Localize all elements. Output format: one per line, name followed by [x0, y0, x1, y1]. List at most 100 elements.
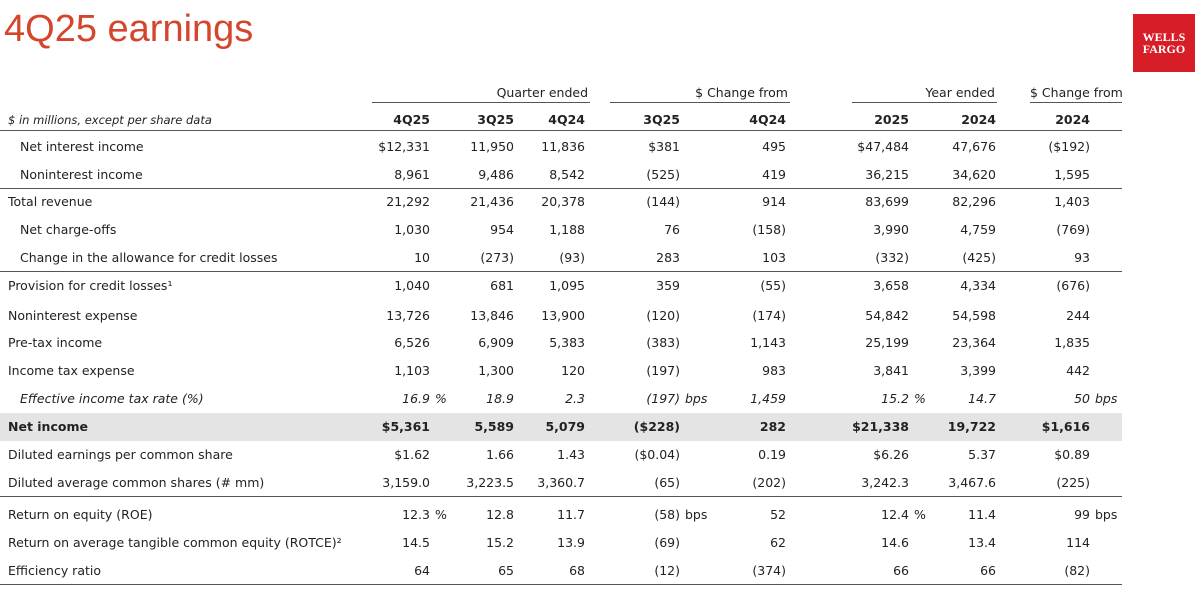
cell-unit: bps	[1095, 391, 1118, 406]
cell: 1,188	[549, 222, 585, 237]
row-label: Diluted average common shares (# mm)	[8, 475, 265, 490]
cell: 5,383	[549, 335, 585, 350]
cell-unit: bps	[685, 391, 708, 406]
cell: 16.9	[402, 391, 430, 406]
cell: 52	[770, 507, 786, 522]
cell-unit: %	[914, 391, 926, 406]
cell: 8,542	[549, 167, 585, 182]
cell: 93	[1074, 250, 1090, 265]
cell: 244	[1066, 308, 1090, 323]
cell: 66	[893, 563, 909, 578]
cell: 1,835	[1054, 335, 1090, 350]
logo: WELLS FARGO	[1133, 14, 1195, 72]
row-label: Return on equity (ROE)	[8, 507, 153, 522]
row-label: Income tax expense	[8, 363, 135, 378]
cell: 914	[762, 194, 786, 209]
cell: 1,403	[1054, 194, 1090, 209]
cell: (174)	[752, 308, 786, 323]
row-label: Net income	[8, 419, 88, 434]
cell: $12,331	[378, 139, 430, 154]
cell: (158)	[752, 222, 786, 237]
cell: (202)	[752, 475, 786, 490]
cell: (69)	[654, 535, 680, 550]
cell: 12.8	[486, 507, 514, 522]
cell: 442	[1066, 363, 1090, 378]
cell: 3,399	[960, 363, 996, 378]
row-label: Net charge-offs	[20, 222, 117, 237]
cell: 282	[759, 419, 786, 434]
column-header: 2024	[961, 112, 996, 127]
column-header: 3Q25	[643, 112, 680, 127]
row-label: Effective income tax rate (%)	[20, 391, 204, 406]
logo-line: WELLS	[1142, 30, 1186, 44]
cell: 359	[656, 278, 680, 293]
row-rule	[0, 188, 1122, 189]
cell: (197)	[646, 363, 680, 378]
cell: 1,095	[549, 278, 585, 293]
cell: 1,459	[750, 391, 786, 406]
row-label: Efficiency ratio	[8, 563, 102, 578]
cell: 11,836	[541, 139, 585, 154]
cell: 6,526	[394, 335, 430, 350]
column-header: 2025	[874, 112, 909, 127]
cell: 14.6	[881, 535, 909, 550]
group-header: $ Change from	[1030, 85, 1123, 100]
cell: 83,699	[865, 194, 909, 209]
cell: 62	[770, 535, 786, 550]
cell: $5,361	[381, 419, 430, 434]
cell: 50	[1074, 391, 1090, 406]
cell: 13,726	[386, 308, 430, 323]
cell: 495	[762, 139, 786, 154]
cell: 25,199	[865, 335, 909, 350]
row-label: Noninterest expense	[8, 308, 138, 323]
group-header: $ Change from	[695, 85, 788, 100]
cell: 15.2	[486, 535, 514, 550]
cell: 76	[664, 222, 680, 237]
row-rule	[0, 584, 1122, 585]
cell: 5.37	[968, 447, 996, 462]
row-rule	[0, 271, 1122, 272]
cell: (93)	[559, 250, 585, 265]
cell: 14.5	[402, 535, 430, 550]
header-rule	[0, 130, 1122, 131]
cell: (197)	[646, 391, 680, 406]
cell: 23,364	[952, 335, 996, 350]
cell: (58)	[654, 507, 680, 522]
cell: 2.3	[565, 391, 585, 406]
cell: (273)	[480, 250, 514, 265]
cell: (332)	[875, 250, 909, 265]
cell: 47,676	[952, 139, 996, 154]
row-label: Return on average tangible common equity…	[8, 535, 342, 550]
cell: 3,841	[873, 363, 909, 378]
cell: 18.9	[486, 391, 514, 406]
cell: (769)	[1056, 222, 1090, 237]
cell: 11,950	[470, 139, 514, 154]
cell: 103	[762, 250, 786, 265]
cell: 1,040	[394, 278, 430, 293]
cell: 3,360.7	[537, 475, 585, 490]
cell: (55)	[760, 278, 786, 293]
cell: 13.4	[968, 535, 996, 550]
corner-label: $ in millions, except per share data	[8, 113, 212, 127]
cell: 1,143	[750, 335, 786, 350]
column-header: 4Q25	[393, 112, 430, 127]
row-label: Noninterest income	[20, 167, 143, 182]
group-rule	[1030, 102, 1122, 103]
cell: 4,334	[960, 278, 996, 293]
group-header: Quarter ended	[496, 85, 588, 100]
cell: 11.7	[557, 507, 585, 522]
column-header: 4Q24	[749, 112, 786, 127]
cell: 36,215	[865, 167, 909, 182]
cell: 19,722	[947, 419, 996, 434]
cell: (225)	[1056, 475, 1090, 490]
group-rule	[372, 102, 590, 103]
row-rule	[0, 496, 1122, 497]
cell: 4,759	[960, 222, 996, 237]
cell: (12)	[654, 563, 680, 578]
row-label: Pre-tax income	[8, 335, 103, 350]
cell: (525)	[646, 167, 680, 182]
cell: 5,589	[474, 419, 514, 434]
cell: 20,378	[541, 194, 585, 209]
cell: 21,292	[386, 194, 430, 209]
